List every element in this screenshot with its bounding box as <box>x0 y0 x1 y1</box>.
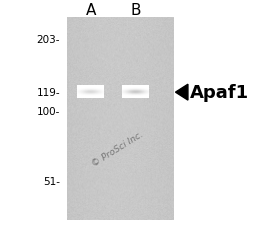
Text: © ProSci Inc.: © ProSci Inc. <box>90 130 145 168</box>
Text: Apaf1: Apaf1 <box>190 84 249 102</box>
Text: A: A <box>86 3 96 18</box>
Text: B: B <box>130 3 141 18</box>
Text: 51-: 51- <box>43 176 60 186</box>
Polygon shape <box>176 85 188 101</box>
Text: 203-: 203- <box>37 35 60 45</box>
Text: 100-: 100- <box>37 106 60 116</box>
Text: 119-: 119- <box>36 88 60 98</box>
